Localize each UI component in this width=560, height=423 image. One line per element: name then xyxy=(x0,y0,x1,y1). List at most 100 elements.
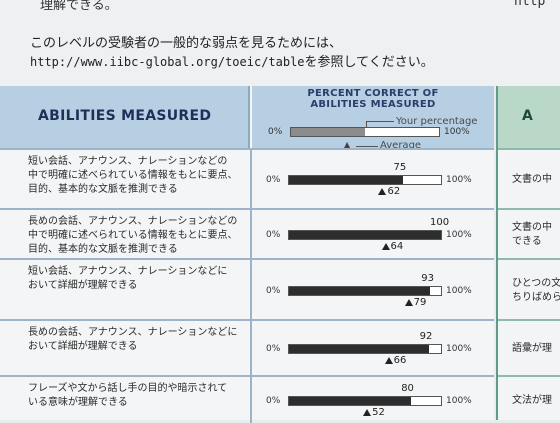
average-value: 62 xyxy=(387,186,401,197)
percent-bar xyxy=(288,396,442,406)
ability-row: 短い会話、アナウンス、ナレーションなどの 中で明確に述べられている情報をもとに要点… xyxy=(0,148,494,208)
percent-header-cell: PERCENT CORRECT OF ABILITIES MEASURED Yo… xyxy=(252,86,494,151)
your-percentage-value: 92 xyxy=(419,331,433,342)
legend-min-label: 0% xyxy=(268,127,283,137)
percent-header-title: PERCENT CORRECT OF ABILITIES MEASURED xyxy=(252,88,494,110)
column-divider xyxy=(250,321,252,375)
neighbor-row-text: 文書の中 できる xyxy=(512,221,552,249)
max-percent-label: 100% xyxy=(446,175,472,185)
cut-top-right-text: http xyxy=(514,0,546,9)
intro-paragraph: このレベルの受験者の一般的な弱点を見るためには、 http://www.iibc… xyxy=(30,34,434,72)
your-percentage-value: 93 xyxy=(421,273,434,284)
ability-description-line: 長めの会話、アナウンス、ナレーションなどの xyxy=(28,216,238,227)
intro-line-2-suffix: を参照してください。 xyxy=(304,55,434,70)
column-divider xyxy=(250,377,252,423)
legend-bar-fill xyxy=(291,128,365,136)
legend-your-label: Your percentage xyxy=(396,116,478,127)
min-percent-label: 0% xyxy=(266,286,281,296)
your-percentage-value: 75 xyxy=(393,162,407,173)
max-percent-label: 100% xyxy=(446,396,472,406)
min-percent-label: 0% xyxy=(266,230,281,240)
ability-description-line: 短い会話、アナウンス、ナレーションなどの xyxy=(28,156,228,167)
neighbor-table: A 文書の中 文書の中 できる ひとつの文 ちりばめら 語彙が理 文法が理 xyxy=(496,86,560,420)
percent-bar-fill xyxy=(289,287,431,295)
neighbor-row: 語彙が理 xyxy=(498,319,560,375)
neighbor-row: ひとつの文 ちりばめら xyxy=(498,258,560,319)
average-marker: 52 xyxy=(363,407,385,418)
neighbor-row-line: 文法が理 xyxy=(512,395,552,406)
neighbor-row-line: 文書の中 xyxy=(512,222,552,233)
legend-bar xyxy=(290,127,440,137)
ability-description: 短い会話、アナウンス、ナレーションなどの 中で明確に述べられている情報をもとに要点… xyxy=(28,155,246,197)
ability-description: フレーズや文から話し手の目的や暗示されて いる意味が理解できる xyxy=(28,382,246,410)
ability-description: 長めの会話、アナウンス、ナレーションなどに おいて詳細が理解できる xyxy=(28,326,246,354)
percent-header-line-2: ABILITIES MEASURED xyxy=(310,99,436,110)
percent-bar-fill xyxy=(289,231,441,239)
min-percent-label: 0% xyxy=(266,175,281,185)
ability-description: 長めの会話、アナウンス、ナレーションなどの 中で明確に述べられている情報をもとに要… xyxy=(28,215,246,257)
percent-bar-fill xyxy=(289,176,403,184)
percent-bar xyxy=(288,175,442,185)
ability-description-line: フレーズや文から話し手の目的や暗示されて xyxy=(28,383,228,394)
abilities-header-title: ABILITIES MEASURED xyxy=(38,108,212,124)
neighbor-row-text: ひとつの文 ちりばめら xyxy=(512,277,560,305)
neighbor-row: 文書の中 できる xyxy=(498,208,560,258)
abilities-header-cell: ABILITIES MEASURED xyxy=(0,86,250,148)
column-divider xyxy=(250,210,252,258)
percent-header-line-1: PERCENT CORRECT OF xyxy=(307,88,439,99)
legend-your-pointer xyxy=(366,121,394,122)
neighbor-row-text: 文書の中 xyxy=(512,173,552,187)
intro-line-2: http://www.iibc-global.org/toeic/tableを参… xyxy=(30,53,434,72)
legend-avg-label: Average xyxy=(380,140,422,151)
max-percent-label: 100% xyxy=(446,286,472,296)
average-marker: 64 xyxy=(381,241,404,252)
percent-bar-fill xyxy=(289,397,411,405)
neighbor-row: 文書の中 xyxy=(498,148,560,208)
ability-description-line: おいて詳細が理解できる xyxy=(28,341,138,352)
ability-description-line: 目的、基本的な文脈を推測できる xyxy=(28,184,178,195)
ability-description-line: 中で明確に述べられている情報をもとに要点、 xyxy=(28,170,238,181)
column-divider xyxy=(250,260,252,319)
your-percentage-value: 80 xyxy=(401,383,414,394)
ability-row: 長めの会話、アナウンス、ナレーションなどに おいて詳細が理解できる 0% 100% 92… xyxy=(0,319,494,375)
ability-description-line: 中で明確に述べられている情報をもとに要点、 xyxy=(28,230,238,241)
average-triangle-icon xyxy=(363,409,372,416)
page-top-area xyxy=(0,0,560,86)
percent-bar xyxy=(288,286,442,296)
ability-description-line: 目的、基本的な文脈を推測できる xyxy=(28,244,178,255)
column-divider xyxy=(250,150,252,208)
ability-row: 長めの会話、アナウンス、ナレーションなどの 中で明確に述べられている情報をもとに要… xyxy=(0,208,494,258)
average-marker: 66 xyxy=(384,355,407,366)
max-percent-label: 100% xyxy=(446,344,472,354)
max-percent-label: 100% xyxy=(446,230,472,240)
average-marker: 62 xyxy=(378,186,400,197)
neighbor-row: 文法が理 xyxy=(498,375,560,423)
abilities-table: ABILITIES MEASURED PERCENT CORRECT OF AB… xyxy=(0,86,494,423)
ability-description-line: 長めの会話、アナウンス、ナレーションなどに xyxy=(28,327,238,338)
cut-top-text: 理解できる。 xyxy=(40,0,118,13)
average-triangle-icon xyxy=(381,243,390,250)
ability-description-line: 短い会話、アナウンス、ナレーションなどに xyxy=(28,266,228,277)
average-triangle-icon xyxy=(384,357,393,364)
percent-bar xyxy=(288,344,442,354)
neighbor-row-line: ちりばめら xyxy=(512,292,560,303)
ability-description-line: おいて詳細が理解できる xyxy=(28,280,138,291)
average-triangle-icon xyxy=(404,299,413,306)
ability-row: 短い会話、アナウンス、ナレーションなどに おいて詳細が理解できる 0% 100% 93 7… xyxy=(0,258,494,319)
average-value: 64 xyxy=(390,241,404,252)
average-value: 66 xyxy=(393,355,407,366)
neighbor-row-text: 語彙が理 xyxy=(512,342,552,356)
neighbor-header-title: A xyxy=(522,108,533,124)
ability-description-line: いる意味が理解できる xyxy=(28,397,128,408)
percent-bar-fill xyxy=(289,345,429,353)
your-percentage-value: 100 xyxy=(430,217,450,228)
min-percent-label: 0% xyxy=(266,396,281,406)
ability-row: フレーズや文から話し手の目的や暗示されて いる意味が理解できる 0% 100% 80 52 xyxy=(0,375,494,423)
ability-description: 短い会話、アナウンス、ナレーションなどに おいて詳細が理解できる xyxy=(28,265,246,293)
neighbor-row-text: 文法が理 xyxy=(512,394,552,408)
neighbor-header: A xyxy=(498,86,560,148)
average-value: 52 xyxy=(372,407,385,418)
intro-line-1: このレベルの受験者の一般的な弱点を見るためには、 xyxy=(30,36,343,51)
legend-max-label: 100% xyxy=(444,127,470,137)
neighbor-row-line: 語彙が理 xyxy=(512,343,552,354)
